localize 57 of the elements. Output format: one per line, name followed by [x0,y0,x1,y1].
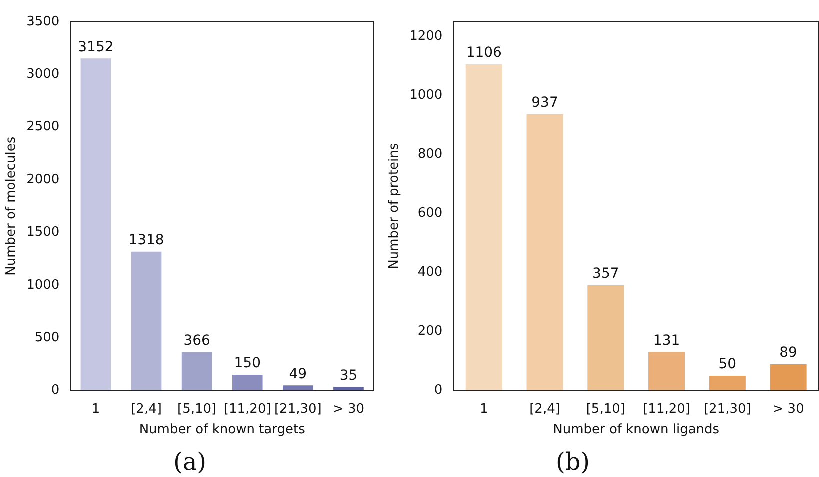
y-tick-label: 1200 [410,29,443,44]
y-tick-label: 1000 [410,88,443,104]
data-label: 89 [780,345,798,362]
x-tick-label: [11,20] [643,402,690,417]
y-tick-label: 800 [418,147,443,162]
data-label: 937 [532,94,558,111]
y-tick-label: 600 [418,206,443,222]
data-label: 150 [234,356,261,372]
x-tick-label: [5,10] [586,402,626,417]
bar [770,364,807,391]
data-label: 50 [718,356,737,373]
x-tick-label: [21,30] [704,402,752,417]
bar [80,58,112,391]
y-tick-label: 2000 [26,172,60,188]
bar [334,387,364,391]
y-tick-label: 500 [34,330,60,346]
data-label: 131 [653,332,680,349]
bar [526,114,564,391]
data-label: 35 [340,368,358,384]
y-tick-label: 0 [51,383,60,398]
x-tick-label: > 30 [772,402,804,417]
y-tick-label: 200 [418,324,443,340]
x-tick-label: > 30 [332,402,365,417]
x-tick-label: [21,30] [274,402,322,417]
bar [232,374,263,391]
x-tick-label: [2,4] [131,402,162,417]
bar [283,386,314,391]
y-tick-label: 1500 [26,225,60,240]
bar [182,352,212,391]
y-axis-title: Number of molecules [4,136,20,276]
data-label: 3152 [78,39,114,56]
y-tick-label: 2500 [26,120,60,135]
x-tick-label: [5,10] [178,402,217,417]
y-tick-label: 400 [418,265,443,280]
x-tick-label: 1 [480,402,488,417]
bar [709,376,746,391]
y-axis-title: Number of proteins [387,143,402,270]
text: (a) [172,448,208,476]
bar [131,252,162,391]
data-label: 1318 [128,232,164,249]
data-label: 49 [289,366,308,382]
bar [588,285,624,391]
x-axis-title: Number of known ligands [553,422,720,438]
x-tick-label: [11,20] [224,402,272,417]
y-tick-label: 3000 [26,67,60,82]
bar [648,352,686,391]
y-tick-label: 3500 [26,14,60,30]
bar [466,64,502,391]
data-label: 1106 [466,45,502,62]
y-tick-label: 1000 [26,278,60,293]
y-tick-label: 0 [434,383,443,398]
x-axis-title: Number of known targets [139,422,306,438]
x-tick-label: [2,4] [530,402,560,417]
data-label: 357 [592,266,620,282]
x-tick-label: 1 [92,402,100,417]
text: (b) [554,448,592,476]
data-label: 366 [184,332,211,349]
